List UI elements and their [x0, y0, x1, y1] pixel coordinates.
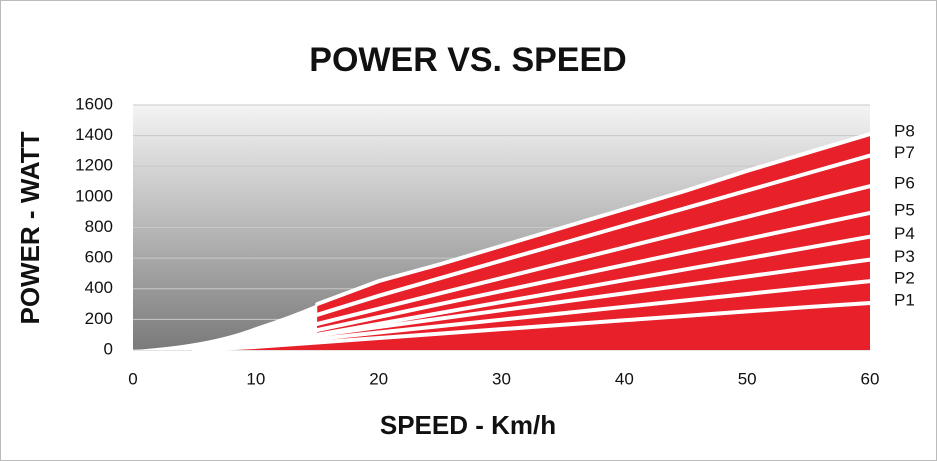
x-axis-label: SPEED - Km/h: [380, 410, 556, 440]
envelope: [133, 304, 318, 350]
x-tick-label: 40: [615, 369, 634, 388]
legend-label: P1: [894, 290, 915, 309]
legend-label: P3: [894, 247, 915, 266]
chart-title: POWER VS. SPEED: [309, 41, 626, 79]
x-tick-label: 60: [861, 369, 880, 388]
y-tick-label: 1400: [75, 125, 113, 144]
y-tick-label: 200: [85, 309, 113, 328]
y-tick-label: 1000: [75, 186, 113, 205]
x-tick-label: 0: [128, 369, 137, 388]
series-line: [253, 279, 872, 348]
legend-label: P2: [894, 269, 915, 288]
x-tick-label: 10: [246, 369, 265, 388]
y-tick-label: 1600: [75, 94, 113, 113]
x-tick-label: 30: [492, 369, 511, 388]
series-line: [315, 132, 872, 307]
legend-label: P4: [894, 224, 915, 243]
y-axis-label: POWER - WATT: [15, 131, 45, 324]
series-line: [253, 257, 872, 346]
x-tick-label: 20: [369, 369, 388, 388]
series-line: [315, 184, 872, 326]
legend-label: P6: [894, 174, 915, 193]
legend-label: P8: [894, 122, 915, 141]
y-tick-label: 600: [85, 248, 113, 267]
series-line: [315, 234, 872, 337]
y-tick-label: 800: [85, 217, 113, 236]
y-tick-label: 1200: [75, 156, 113, 175]
y-tick-label: 400: [85, 278, 113, 297]
series-line: [315, 153, 872, 317]
y-tick-label: 0: [104, 339, 113, 358]
legend-label: P7: [894, 143, 915, 162]
series-line: [192, 300, 872, 352]
x-tick-label: 50: [738, 369, 757, 388]
legend-label: P5: [894, 200, 915, 219]
series-line: [315, 210, 872, 333]
